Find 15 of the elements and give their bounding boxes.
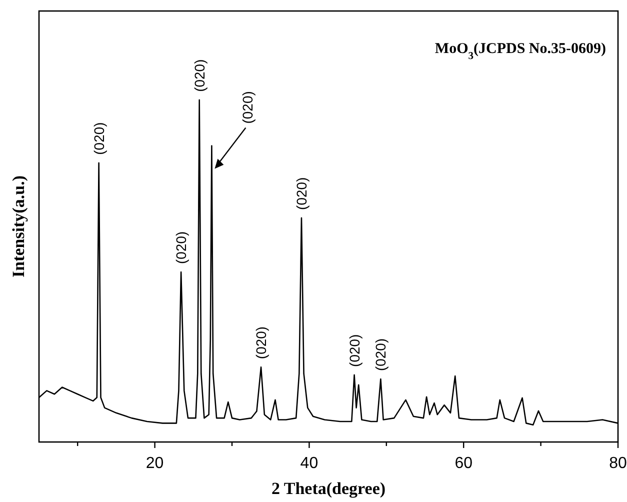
x-axis-title: 2 Theta(degree) [271,479,386,498]
x-tick-label: 20 [146,455,164,472]
annotation: (020) [293,177,310,210]
annotation: (020) [191,59,208,92]
y-axis-title: Intensity(a.u.) [9,175,28,278]
x-tick-label: 80 [609,455,627,472]
annotation: (020) [346,334,362,367]
annotation: (020) [372,338,389,372]
x-tick-label: 60 [454,455,473,472]
text: MoO$_{3}$(JCPDS No.35-0609) [434,41,606,62]
annotation: (020) [173,231,190,264]
annotation: (020) [240,91,256,124]
annotation: (020) [253,326,270,360]
x-tick-label: 40 [300,455,318,472]
annotation: (020) [90,122,107,155]
